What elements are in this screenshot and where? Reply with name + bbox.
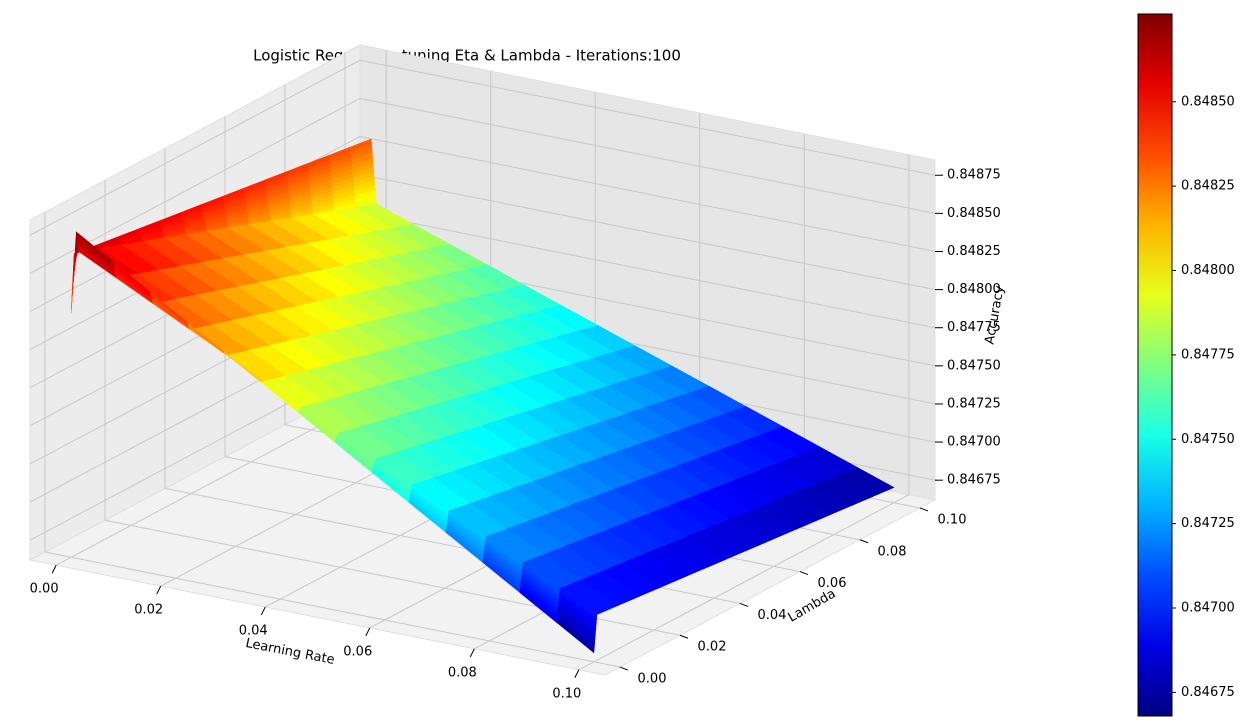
grid-line (359, 212, 936, 329)
chart-title: Logistic Regression tuning Eta & Lambda … (253, 47, 681, 65)
grid-line (359, 97, 936, 214)
x-tick-label: 0.02 (134, 603, 163, 618)
grid-line (29, 59, 361, 236)
z-tick-label: 0.84800 (947, 282, 1001, 297)
tick-mark (859, 539, 869, 544)
x-tick-label: 0.10 (552, 686, 581, 701)
z-tick-label: 0.84675 (947, 473, 1001, 488)
tick-mark (51, 565, 57, 574)
colorbar-tick-label: 0.84750 (1181, 432, 1235, 447)
surface-patch (74, 248, 76, 257)
colorbar-tick-label: 0.84850 (1181, 94, 1235, 109)
surface-patch (559, 588, 598, 618)
colorbar-tick-label: 0.84775 (1181, 347, 1235, 362)
grid-line (359, 135, 936, 252)
z-tick-label: 0.84750 (947, 358, 1001, 373)
y-tick-label: 0.06 (818, 576, 847, 591)
tick-mark (739, 602, 749, 607)
z-tick-label: 0.84725 (947, 396, 1001, 411)
tick-mark (799, 571, 809, 576)
grid-line (44, 551, 621, 668)
tick-mark (619, 666, 629, 671)
y-tick-label: 0.02 (698, 640, 727, 655)
z-tick-label: 0.84700 (947, 435, 1001, 450)
z-tick-label: 0.84775 (947, 320, 1001, 335)
tick-mark (260, 606, 266, 616)
y-tick-label: 0.08 (878, 544, 907, 559)
colorbar-tick-label: 0.84700 (1181, 601, 1235, 616)
tick-mark (919, 507, 929, 512)
tick-mark (365, 627, 371, 637)
x-tick-label: 0.00 (30, 582, 59, 597)
x-tick-label: 0.06 (343, 644, 372, 659)
grid-line (359, 174, 936, 291)
x-axis-label: Learning Rate (244, 636, 336, 668)
surface-patch (74, 254, 76, 262)
colorbar-tick-label: 0.84675 (1181, 685, 1235, 700)
colorbar (1137, 13, 1173, 717)
grid-line (578, 494, 910, 671)
colorbar-tick-label: 0.84800 (1181, 263, 1235, 278)
colorbar-tick-label: 0.84725 (1181, 516, 1235, 531)
grid-line (359, 59, 936, 176)
tick-mark (679, 634, 689, 639)
tick-mark (574, 669, 580, 678)
y-tick-label: 0.04 (758, 608, 787, 623)
y-axis-label: Lambda (786, 586, 839, 625)
x-tick-label: 0.08 (448, 665, 477, 680)
x-tick-label: 0.04 (239, 624, 268, 639)
y-tick-label: 0.00 (638, 672, 667, 687)
z-tick-label: 0.84825 (947, 244, 1001, 259)
y-tick-label: 0.10 (938, 512, 967, 527)
z-tick-label: 0.84850 (947, 206, 1001, 221)
z-tick-label: 0.84875 (947, 168, 1001, 183)
tick-mark (156, 585, 162, 595)
tick-mark (469, 648, 475, 658)
colorbar-tick-label: 0.84825 (1181, 179, 1235, 194)
